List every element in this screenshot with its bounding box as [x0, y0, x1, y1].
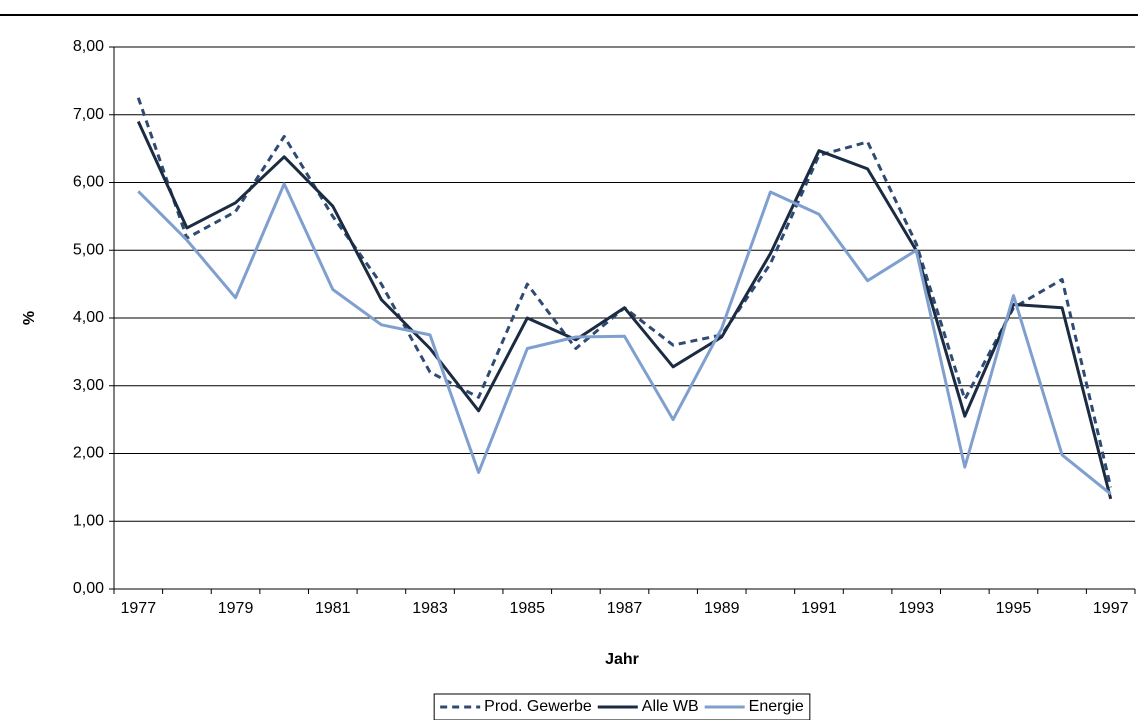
x-tick-label: 1981 — [315, 600, 351, 617]
x-tick-label: 1997 — [1093, 600, 1129, 617]
y-axis-label: % — [21, 311, 38, 325]
y-tick-label: 8,00 — [73, 38, 104, 55]
y-tick-label: 0,00 — [73, 580, 104, 597]
x-axis-label: Jahr — [605, 651, 639, 668]
y-tick-label: 1,00 — [73, 512, 104, 529]
x-tick-label: 1977 — [121, 600, 157, 617]
y-tick-label: 4,00 — [73, 309, 104, 326]
series-line — [137, 182, 1112, 496]
x-tick-label: 1985 — [509, 600, 545, 617]
legend-label: Alle WB — [642, 698, 699, 715]
y-tick-label: 3,00 — [73, 377, 104, 394]
x-tick-label: 1979 — [218, 600, 254, 617]
y-tick-label: 2,00 — [73, 445, 104, 462]
y-tick-label: 6,00 — [73, 174, 104, 191]
x-tick-label: 1983 — [412, 600, 448, 617]
x-tick-label: 1993 — [898, 600, 934, 617]
x-tick-label: 1987 — [607, 600, 643, 617]
legend-label: Energie — [749, 698, 804, 715]
x-tick-label: 1989 — [704, 600, 740, 617]
x-tick-label: 1995 — [996, 600, 1032, 617]
y-tick-label: 5,00 — [73, 241, 104, 258]
x-tick-label: 1991 — [801, 600, 837, 617]
y-tick-label: 7,00 — [73, 106, 104, 123]
series-line — [136, 120, 1113, 500]
legend-label: Prod. Gewerbe — [484, 698, 592, 715]
